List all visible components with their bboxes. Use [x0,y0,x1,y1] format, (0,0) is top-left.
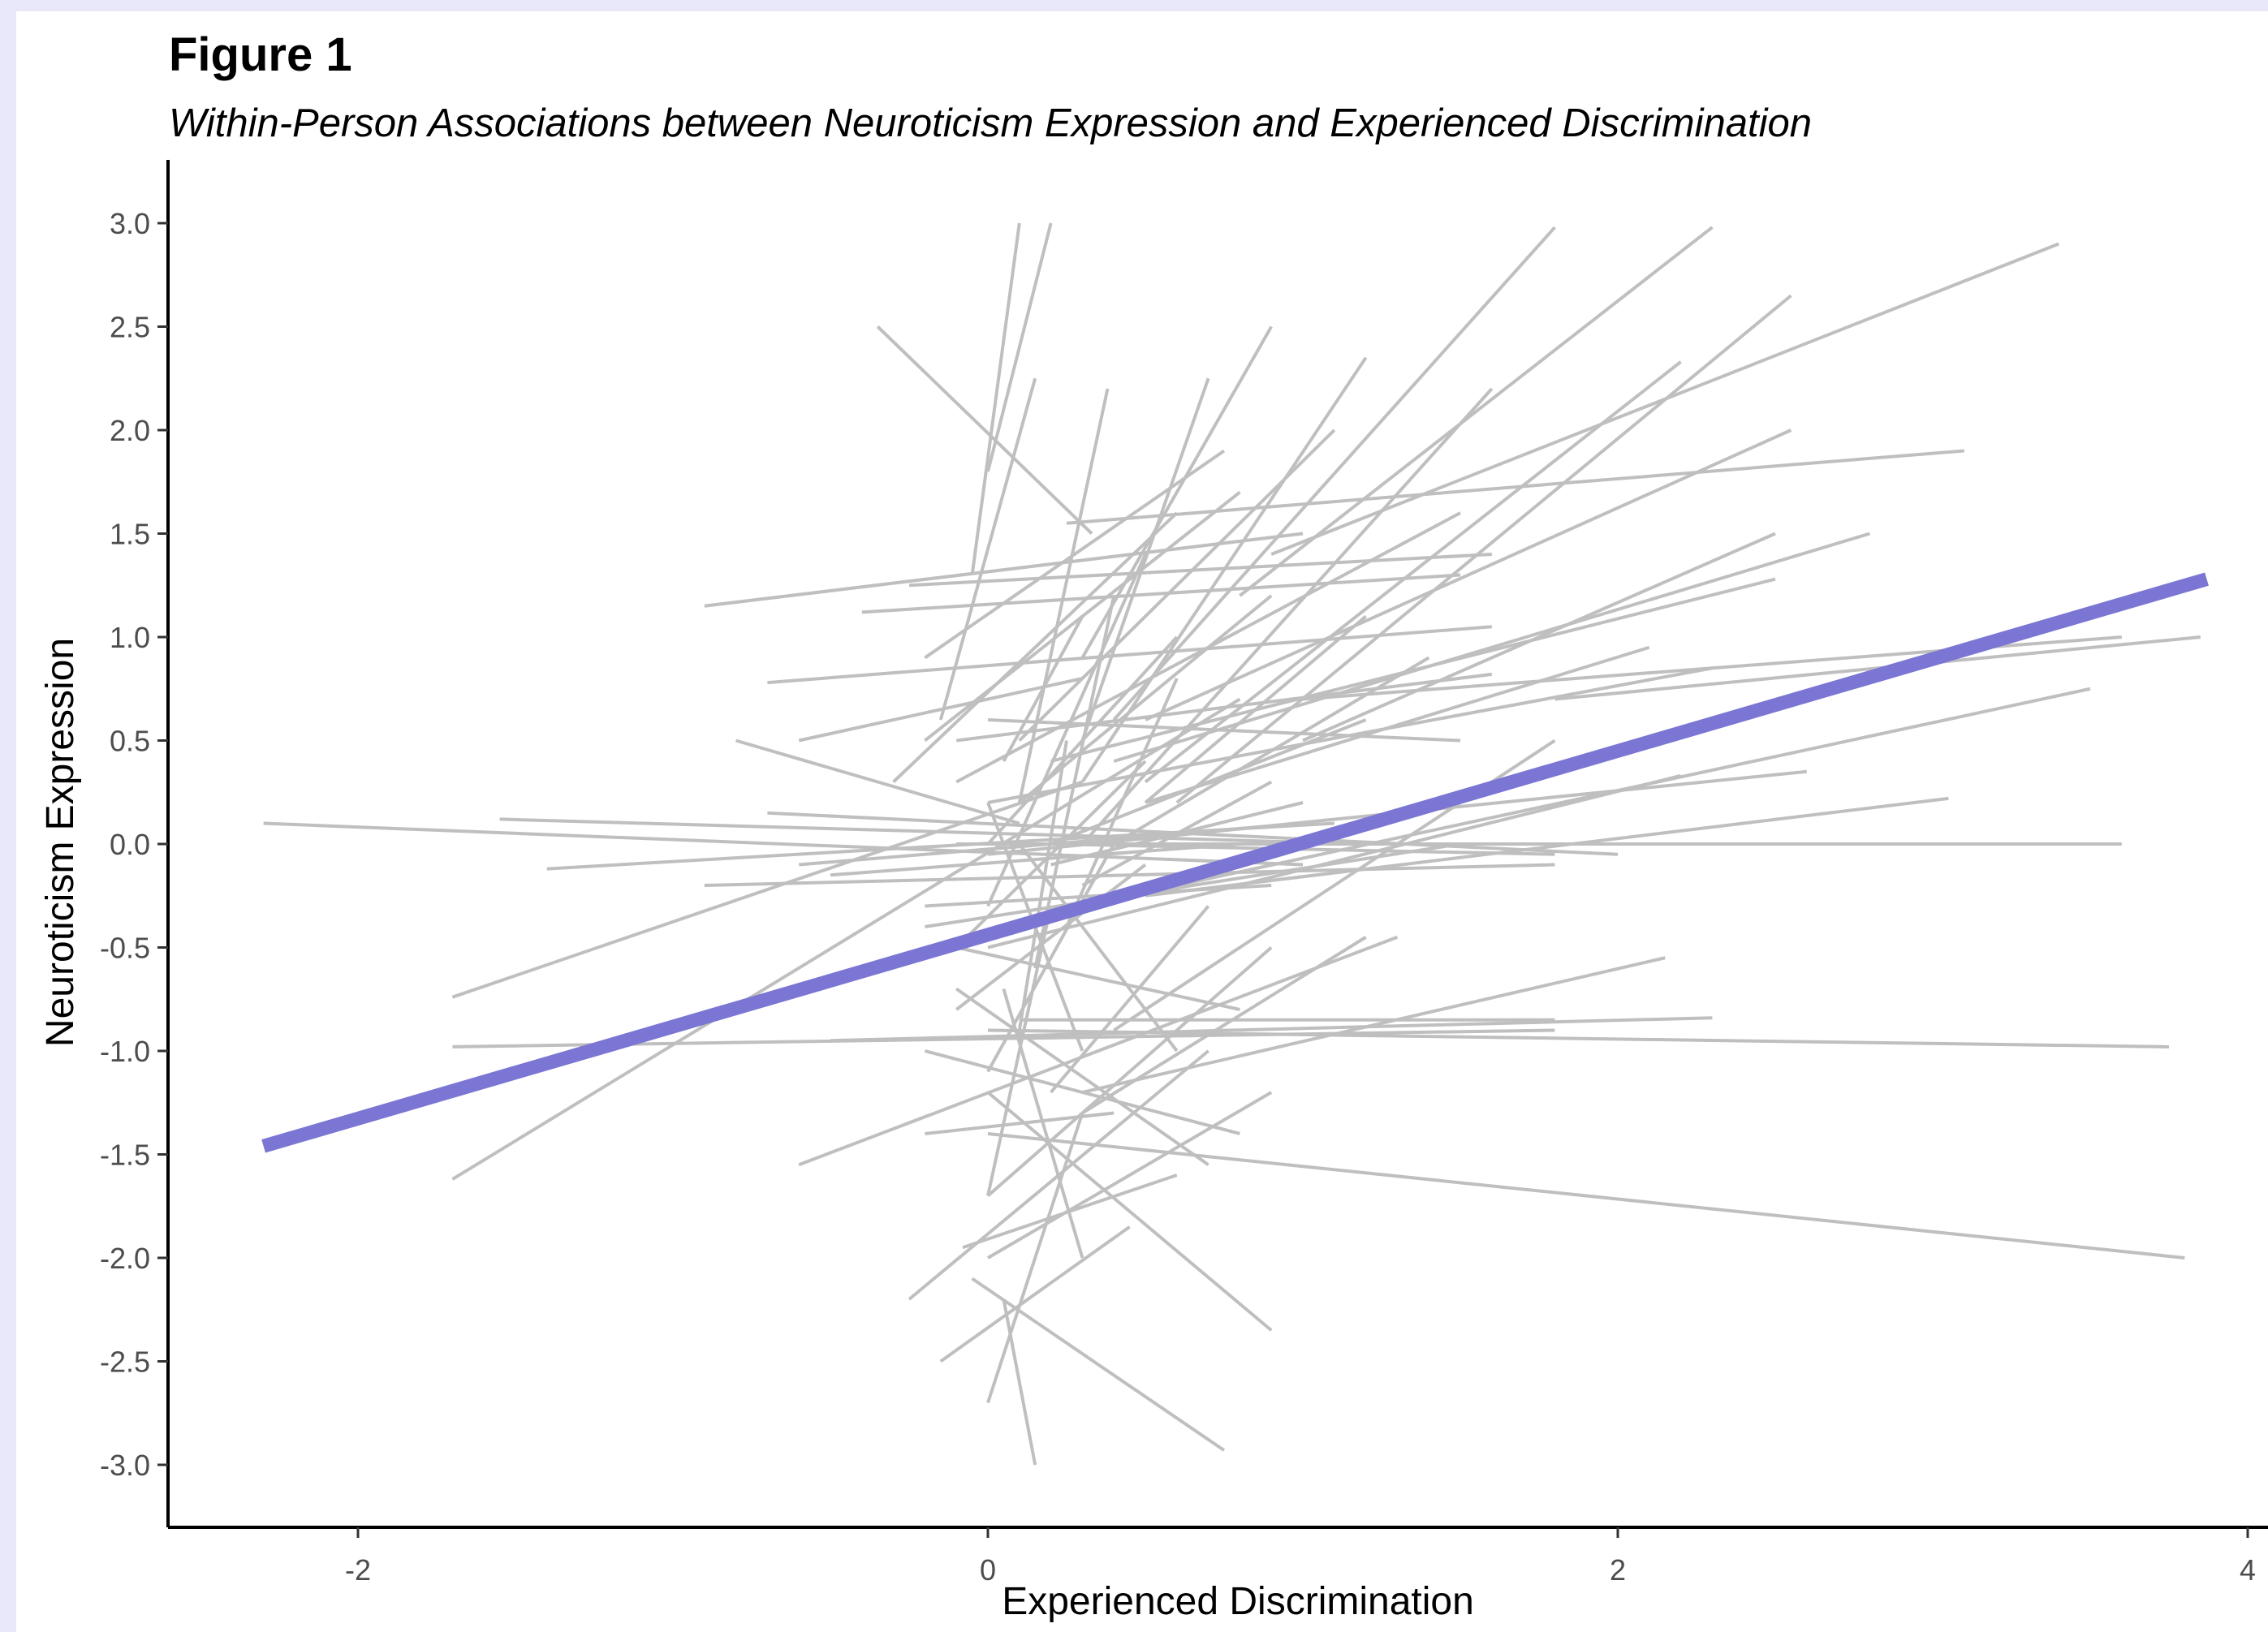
person-line [1050,801,1304,867]
person-line [1002,1298,1037,1466]
person-line [1066,449,1964,525]
person-line [986,1112,1084,1404]
person-line [1080,387,1494,846]
person-line [939,1225,1131,1363]
y-tick-label: -0.5 [100,932,150,965]
x-tick-label: 2 [1610,1553,1626,1587]
y-tick-label: 1.0 [110,621,150,654]
y-tick-label: -2.0 [100,1242,150,1275]
person-line [1018,594,1273,804]
person-line [767,625,1492,685]
person-line [798,677,1083,743]
person-line [1144,360,1682,784]
person-line [1002,988,1084,1259]
chart-svg: -2 0 2 4 3.0 2.5 2.0 1.5 1.0 0.5 0.0 -0.5 -1.0 -1.5 -… [39,160,2268,1623]
x-tick-label: 4 [2240,1553,2256,1587]
person-line [970,222,1021,575]
person-line [1018,428,1336,742]
x-axis-label: Experienced Discrimination [1002,1580,1474,1623]
person-line [1081,956,1666,1094]
person-line [925,1111,1115,1135]
person-line [955,760,1147,949]
person-line [986,843,1115,1073]
y-tick-label: -1.0 [100,1035,150,1068]
person-line [876,325,1093,535]
person-line [798,935,1399,1167]
x-tick-label: 0 [980,1553,996,1587]
person-line [955,987,1209,1166]
person-line [892,511,1179,783]
y-tick-label: 1.5 [110,518,150,551]
y-tick-label: 2.0 [110,414,150,447]
person-line [986,1091,1273,1260]
person-line [924,449,1226,660]
y-tick-label: 3.0 [110,207,150,240]
person-line [955,945,1240,1011]
y-tick-label: 0.5 [110,725,150,758]
person-line [1175,294,1792,804]
person-line [1033,595,1116,969]
person-line [861,573,1461,614]
person-line [986,906,1053,1196]
person-line [1080,377,1210,742]
y-tick-label: -2.5 [100,1346,150,1379]
person-line [1144,614,1367,804]
y-ticks-group: 3.0 2.5 2.0 1.5 1.0 0.5 0.0 -0.5 -1.0 -1.5 -2.0 -2.… [100,207,168,1482]
person-line [1050,718,1367,846]
person-line [987,773,1682,949]
person-line [987,1028,2170,1049]
person-line [1081,936,1367,1115]
person-line [1002,615,1084,762]
person-line [451,697,1241,1181]
person-line [986,553,1147,907]
person-line [938,377,1037,721]
person-line [955,863,1147,1011]
person-line [830,842,1240,877]
y-tick-label: -1.5 [100,1139,150,1172]
person-line [908,553,1492,588]
person-line [986,945,1273,1198]
person-line [1112,226,1556,721]
average-line [261,572,2209,1153]
person-line [1018,842,1179,1053]
x-tick-label: -2 [345,1553,371,1587]
person-line [1145,428,1792,721]
figure-label: Figure 1 [169,28,352,81]
person-line [987,1132,2185,1260]
person-line [451,780,1084,999]
x-ticks-group: -2 0 2 4 [345,1527,2256,1587]
person-line [735,738,1020,825]
person-line [924,1049,1240,1135]
average-line-group [261,572,2209,1153]
person-line [1017,388,1110,803]
person-line [986,222,1053,472]
y-axis-label: Neuroticism Expression [39,638,82,1047]
person-line [704,532,1304,608]
y-tick-label: 2.5 [110,311,150,344]
person-line [925,842,1461,928]
figure-panel: Figure 1 Within-Person Associations betw… [16,11,2268,1632]
person-line [1113,656,1430,846]
person-line [1017,740,1068,1031]
figure-subtitle: Within-Person Associations between Neuro… [169,101,1812,145]
y-tick-label: 0.0 [110,828,150,861]
person-line [1050,577,1776,763]
person-line [987,718,1461,743]
person-line [986,1091,1273,1332]
person-line [1145,796,1949,898]
person-line [971,1277,1226,1452]
y-tick-label: -3.0 [100,1449,150,1482]
person-line [830,1016,1713,1043]
person-line [1050,905,1210,1094]
person-lines-group [263,222,2201,1466]
